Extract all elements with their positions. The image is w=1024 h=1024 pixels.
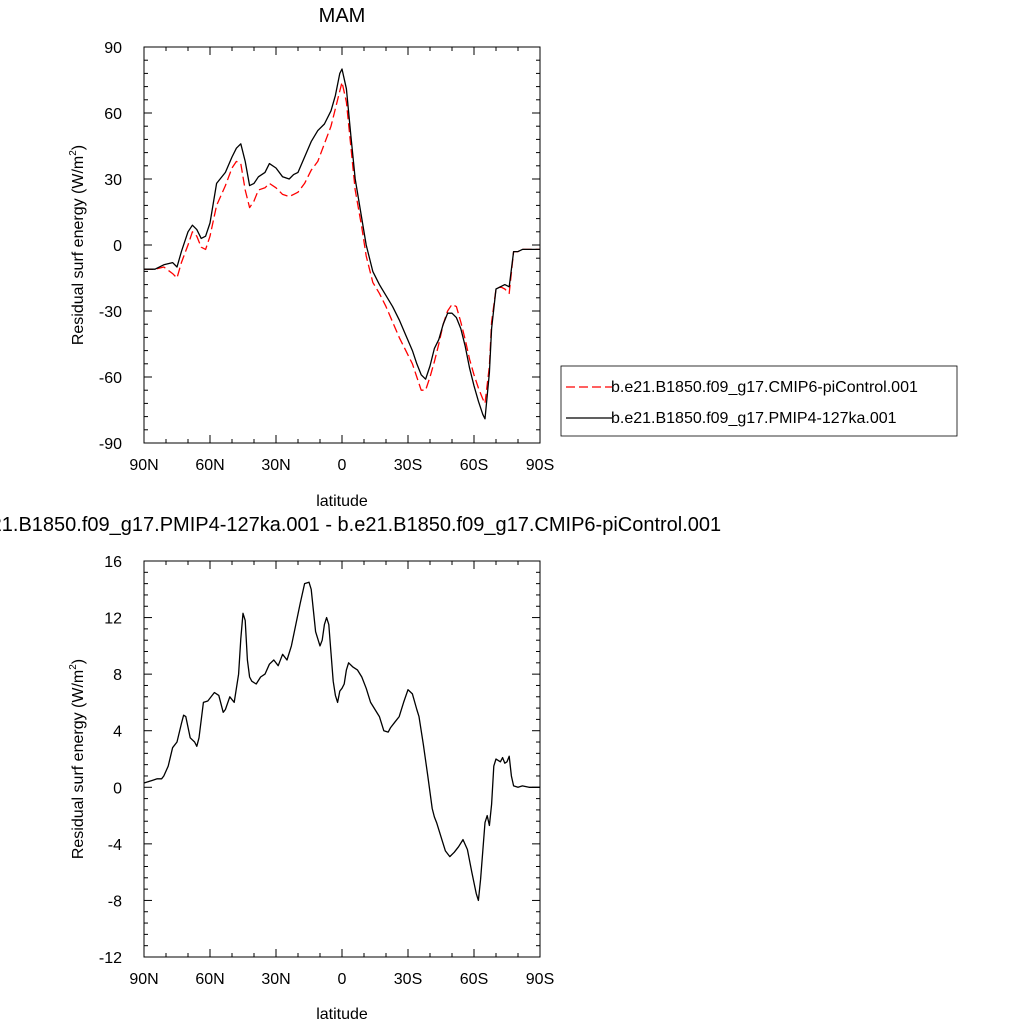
panel2-y-tick-label: 16	[104, 554, 122, 571]
panel2-x-axis-label: latitude	[316, 1006, 368, 1023]
panel1-y-axis-label-main: Residual surf energy (W/m	[70, 156, 87, 345]
panel2-x-tick-label: 90S	[526, 971, 554, 988]
panel1-title: MAM	[319, 5, 366, 27]
panel1-y-ticks: -90 -60 -30 0 30 60 90	[99, 40, 540, 453]
panel1-series-line-0	[144, 81, 540, 405]
panel1-y-tick-label: 0	[113, 238, 122, 255]
panel1-x-tick-label: 60S	[460, 457, 488, 474]
panel1-y-tick-label: 90	[104, 40, 122, 57]
panel1-x-tick-label: 30N	[261, 457, 290, 474]
panel1-y-tick-label: -30	[99, 304, 122, 321]
panel2-frame	[143, 560, 541, 958]
panel-mam: MAM 90N 60N 30N 0 30S 60S 90S -90 -60 -30 0 30 60 90…	[68, 5, 554, 510]
panel2-y-axis-label-sup: 2	[68, 664, 79, 670]
panel1-y-tick-label: 60	[104, 106, 122, 123]
panel2-y-tick-label: -12	[99, 950, 122, 967]
legend: b.e21.B1850.f09_g17.CMIP6-piControl.001 …	[560, 365, 958, 437]
panel2-title: b.e21.B1850.f09_g17.PMIP4-127ka.001 - b.…	[0, 514, 721, 536]
panel1-x-tick-label: 30S	[394, 457, 422, 474]
panel2-y-axis-label: Residual surf energy (W/m2)	[68, 659, 87, 859]
panel2-y-axis-label-end: )	[70, 659, 87, 664]
panel2-y-tick-label: 4	[113, 724, 122, 741]
panel1-y-tick-label: -90	[99, 436, 122, 453]
panel2-x-tick-label: 60N	[195, 971, 224, 988]
panel-difference: b.e21.B1850.f09_g17.PMIP4-127ka.001 - b.…	[0, 514, 721, 1023]
panel2-y-ticks: -12 -8 -4 0 4 8 12 16	[99, 554, 540, 967]
panel2-series-line-0	[143, 581, 540, 902]
panel1-x-tick-label: 90N	[129, 457, 158, 474]
panel2-x-ticks: 90N 60N 30N 0 30S 60S 90S	[129, 561, 554, 988]
panel1-y-tick-label: 30	[104, 172, 122, 189]
panel1-x-tick-label: 90S	[526, 457, 554, 474]
panel2-x-tick-label: 30N	[261, 971, 290, 988]
panel1-frame	[143, 46, 541, 444]
panel1-plot-area	[144, 68, 540, 420]
panel2-plot-area	[143, 581, 540, 902]
panel2-y-tick-label: 12	[104, 611, 122, 628]
panel2-y-axis-label-main: Residual surf energy (W/m	[70, 670, 87, 859]
panel1-x-tick-label: 60N	[195, 457, 224, 474]
legend-label-127ka: b.e21.B1850.f09_g17.PMIP4-127ka.001	[611, 410, 897, 427]
panel2-y-tick-label: 0	[113, 780, 122, 797]
panel1-y-axis-label: Residual surf energy (W/m2)	[68, 145, 87, 345]
panel2-y-tick-label: 8	[113, 667, 122, 684]
panel2-x-tick-label: 30S	[394, 971, 422, 988]
panel2-y-tick-label: -8	[108, 893, 122, 910]
panel1-x-ticks: 90N 60N 30N 0 30S 60S 90S	[129, 47, 554, 474]
panel1-y-axis-label-sup: 2	[68, 150, 79, 156]
panel1-series-line-1	[144, 68, 540, 420]
panel2-y-tick-label: -4	[108, 837, 122, 854]
panel2-x-tick-label: 60S	[460, 971, 488, 988]
panel2-x-tick-label: 0	[338, 971, 347, 988]
legend-label-picontrol: b.e21.B1850.f09_g17.CMIP6-piControl.001	[611, 379, 918, 396]
panel1-y-axis-label-end: )	[70, 145, 87, 150]
panel2-x-tick-label: 90N	[129, 971, 158, 988]
panel1-x-tick-label: 0	[338, 457, 347, 474]
legend-box	[560, 365, 958, 437]
panel1-x-axis-label: latitude	[316, 493, 368, 510]
panel1-y-tick-label: -60	[99, 370, 122, 387]
